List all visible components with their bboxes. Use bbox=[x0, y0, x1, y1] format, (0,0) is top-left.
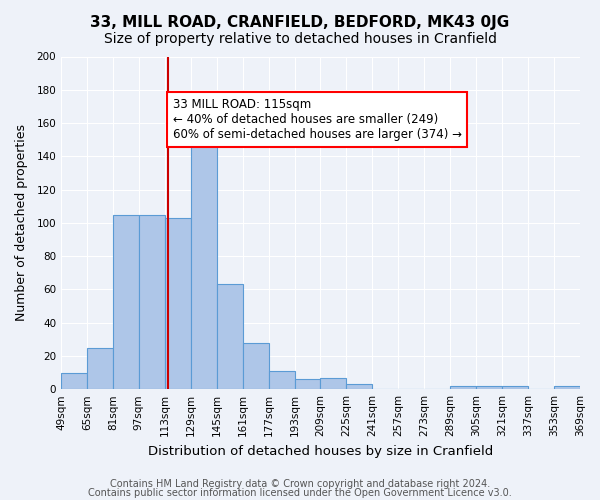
Bar bbox=[269, 371, 295, 389]
Bar bbox=[113, 214, 139, 389]
X-axis label: Distribution of detached houses by size in Cranfield: Distribution of detached houses by size … bbox=[148, 444, 493, 458]
Y-axis label: Number of detached properties: Number of detached properties bbox=[15, 124, 28, 322]
Bar bbox=[61, 372, 87, 389]
Text: Size of property relative to detached houses in Cranfield: Size of property relative to detached ho… bbox=[104, 32, 497, 46]
Bar bbox=[191, 134, 217, 389]
Bar bbox=[217, 284, 242, 389]
Bar bbox=[165, 218, 191, 389]
Bar bbox=[476, 386, 502, 389]
Bar bbox=[502, 386, 528, 389]
Bar bbox=[242, 342, 269, 389]
Bar bbox=[554, 386, 580, 389]
Text: 33, MILL ROAD, CRANFIELD, BEDFORD, MK43 0JG: 33, MILL ROAD, CRANFIELD, BEDFORD, MK43 … bbox=[91, 15, 509, 30]
Bar bbox=[346, 384, 373, 389]
Text: 33 MILL ROAD: 115sqm
← 40% of detached houses are smaller (249)
60% of semi-deta: 33 MILL ROAD: 115sqm ← 40% of detached h… bbox=[173, 98, 461, 141]
Text: Contains public sector information licensed under the Open Government Licence v3: Contains public sector information licen… bbox=[88, 488, 512, 498]
Bar bbox=[87, 348, 113, 389]
Bar bbox=[320, 378, 346, 389]
Bar bbox=[450, 386, 476, 389]
Text: Contains HM Land Registry data © Crown copyright and database right 2024.: Contains HM Land Registry data © Crown c… bbox=[110, 479, 490, 489]
Bar bbox=[139, 214, 165, 389]
Bar bbox=[295, 379, 320, 389]
